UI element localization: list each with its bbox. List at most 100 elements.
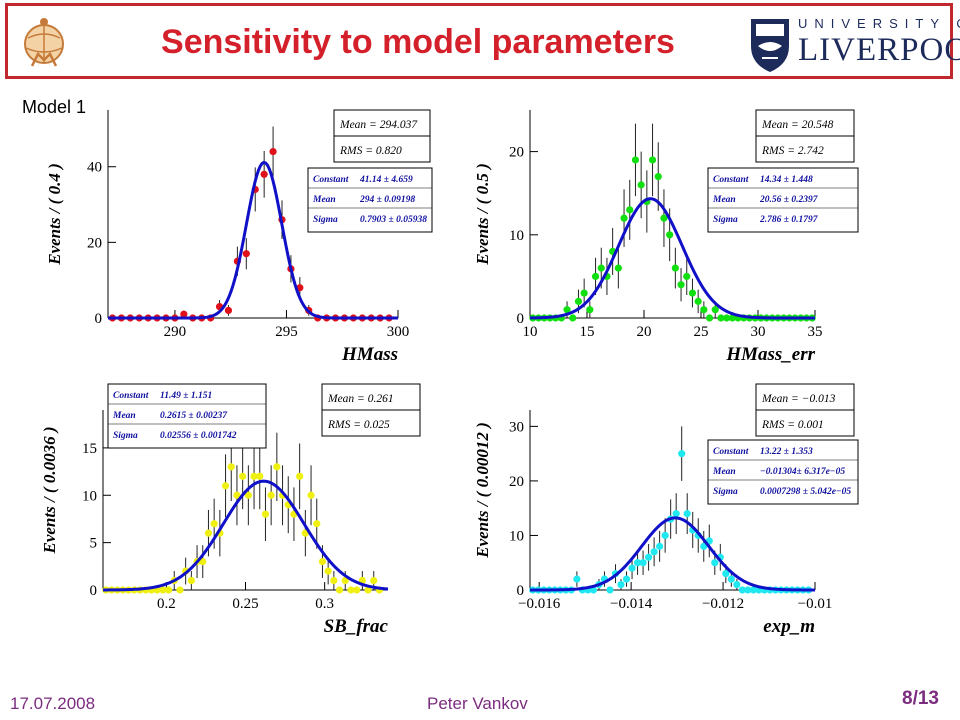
data-point xyxy=(644,553,653,561)
fit-param-label: Constant xyxy=(113,391,149,401)
fit-param-label: Sigma xyxy=(113,431,138,441)
stats-line: RMS = 2.742 xyxy=(761,145,824,157)
stats-line: Mean = 294.037 xyxy=(339,119,418,131)
data-point xyxy=(221,482,230,490)
fit-curve xyxy=(102,479,389,592)
data-point xyxy=(318,557,327,566)
fit-curve xyxy=(529,197,815,320)
data-point xyxy=(700,306,708,314)
stats-line: RMS = 0.025 xyxy=(327,419,390,431)
chart-panel-3: 0 5 10 15 0.2 0.25 0.3 SB_frac Events / ( 0.0036… xyxy=(40,383,421,637)
stats-line: RMS = 0.001 xyxy=(761,419,824,431)
data-point xyxy=(269,148,277,156)
x-tick-label: 35 xyxy=(808,324,823,340)
data-point xyxy=(606,586,614,594)
data-point xyxy=(242,250,250,258)
data-point xyxy=(573,575,581,583)
fit-param-value: 0.02556 ± 0.001742 xyxy=(160,431,237,441)
x-tick-label: 25 xyxy=(694,324,709,340)
y-tick-label: 20 xyxy=(509,474,524,490)
data-point xyxy=(370,576,378,585)
y-tick-label: 10 xyxy=(509,228,524,244)
fit-param-value: 294 ± 0.09198 xyxy=(359,195,415,205)
y-tick-label: 0 xyxy=(517,583,525,599)
data-point xyxy=(614,264,622,272)
data-point xyxy=(723,314,731,322)
atlas-logo xyxy=(20,14,82,78)
chart-panel-4: 0 10 20 30 −0.016 −0.014 −0.012 −0.01 exp_m Event… xyxy=(473,383,859,637)
y-tick-label: 0 xyxy=(517,311,525,327)
data-point xyxy=(688,289,697,297)
data-point xyxy=(648,156,657,164)
stats-line: Mean = −0.013 xyxy=(761,393,836,405)
data-point xyxy=(273,463,281,471)
x-tick-label: 290 xyxy=(164,324,187,340)
data-point xyxy=(733,580,741,589)
data-point xyxy=(227,463,235,471)
y-tick-label: 20 xyxy=(509,145,524,161)
data-point xyxy=(650,548,658,556)
data-point xyxy=(711,559,719,567)
y-tick-label: 0 xyxy=(95,311,103,327)
data-point xyxy=(164,586,173,594)
data-point xyxy=(626,206,634,214)
data-point xyxy=(728,314,736,322)
y-tick-label: 40 xyxy=(87,160,102,176)
fit-param-value: 13.22 ± 1.353 xyxy=(760,447,813,457)
data-point xyxy=(296,472,304,480)
data-point xyxy=(330,576,338,585)
x-tick-label: 10 xyxy=(523,324,538,340)
data-point xyxy=(159,586,167,594)
logo-liverpool-line: LIVERPOOL xyxy=(798,32,960,68)
y-tick-label: 10 xyxy=(82,488,97,504)
data-point xyxy=(250,472,258,480)
x-tick-label: −0.014 xyxy=(610,596,653,612)
data-point xyxy=(749,586,758,594)
x-tick-label: 0.25 xyxy=(232,596,258,612)
x-axis-label: SB_frac xyxy=(324,616,389,637)
title-box: Sensitivity to model parameters UNIVERSI… xyxy=(5,3,960,79)
x-tick-label: 30 xyxy=(751,324,766,340)
data-point xyxy=(563,306,571,314)
fit-param-value: 41.14 ± 4.659 xyxy=(359,175,413,185)
data-point xyxy=(683,272,691,280)
fit-param-value: 20.56 ± 0.2397 xyxy=(759,195,819,205)
data-point xyxy=(224,306,233,315)
data-point xyxy=(705,314,714,322)
data-point xyxy=(738,586,746,594)
x-tick-label: 0.2 xyxy=(157,596,176,612)
fit-param-value: −0.01304± 6.317e−05 xyxy=(760,467,845,477)
data-point xyxy=(637,181,645,189)
fit-param-value: 0.0007298 ± 5.042e−05 xyxy=(760,487,851,497)
data-point xyxy=(744,586,752,594)
data-point xyxy=(672,510,680,518)
y-axis-label: Events / ( 0.0036 ) xyxy=(40,426,59,554)
data-point xyxy=(617,580,625,589)
fit-curve xyxy=(530,516,816,592)
data-point xyxy=(176,586,184,594)
data-point xyxy=(180,310,188,318)
x-tick-label: 300 xyxy=(387,324,410,340)
x-tick-label: 0.3 xyxy=(315,596,334,612)
y-axis-label: Events / ( 0.4 ) xyxy=(45,163,64,266)
data-point xyxy=(654,172,662,181)
y-axis-label: Events / ( 0.00012 ) xyxy=(473,422,492,559)
data-point xyxy=(233,491,241,499)
data-point xyxy=(353,586,361,594)
liverpool-logo: UNIVERSITY OF LIVERPOOL xyxy=(748,16,960,76)
data-point xyxy=(199,557,207,566)
data-point xyxy=(678,450,686,458)
data-point xyxy=(620,214,628,222)
fit-param-label: Sigma xyxy=(313,215,338,225)
fit-param-label: Constant xyxy=(313,175,349,185)
fit-param-label: Sigma xyxy=(713,487,738,497)
x-axis-label: exp_m xyxy=(763,616,815,637)
liverpool-crest-icon xyxy=(751,19,789,72)
data-point xyxy=(335,586,344,594)
data-point xyxy=(633,559,642,567)
y-tick-label: 0 xyxy=(90,583,98,599)
data-point xyxy=(717,314,725,322)
fit-param-label: Constant xyxy=(713,447,749,457)
y-tick-label: 10 xyxy=(509,528,524,544)
